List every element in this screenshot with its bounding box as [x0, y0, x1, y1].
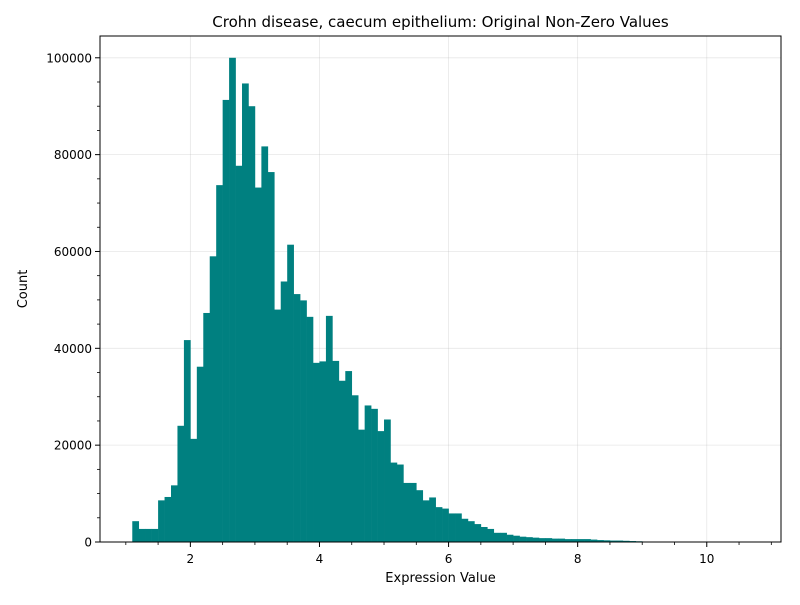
y-tick-label: 100000: [46, 51, 92, 65]
histogram-bar: [532, 538, 539, 542]
y-axis-label: Count: [16, 270, 31, 309]
histogram-bar: [352, 395, 359, 542]
histogram-bar: [487, 529, 494, 542]
histogram-bar: [216, 185, 223, 542]
histogram-bar: [261, 146, 268, 542]
histogram-bar: [177, 426, 184, 542]
histogram-bar: [429, 497, 436, 542]
histogram-bar: [281, 281, 288, 542]
histogram-bar: [223, 100, 230, 542]
histogram-bar: [403, 483, 410, 542]
histogram-bar: [145, 529, 152, 542]
histogram-bar: [332, 361, 339, 542]
histogram-bar: [416, 490, 423, 542]
histogram-bar: [339, 381, 346, 542]
x-axis-label: Expression Value: [385, 571, 495, 586]
histogram-bar: [455, 513, 462, 542]
histogram-bar: [236, 166, 243, 542]
histogram-bar: [319, 361, 326, 542]
histogram-bar: [274, 310, 281, 542]
x-tick-label: 6: [445, 552, 453, 566]
histogram-bar: [242, 83, 249, 542]
histogram-bar: [255, 188, 262, 542]
histogram-bar: [558, 539, 565, 542]
histogram-bar: [449, 513, 456, 542]
y-tick-label: 0: [84, 536, 92, 550]
histogram-bar: [474, 524, 481, 542]
histogram-bar: [520, 537, 527, 542]
histogram-bar: [197, 367, 204, 542]
histogram-bar: [203, 313, 210, 542]
histogram-bar: [423, 500, 430, 542]
histogram-bar: [229, 58, 236, 542]
histogram-bar: [210, 256, 217, 542]
histogram-bar: [171, 485, 178, 542]
histogram-bar: [139, 529, 146, 542]
histogram-bar: [294, 294, 301, 542]
histogram-bar: [468, 521, 475, 542]
histogram-bar: [507, 535, 514, 542]
histogram-bar: [300, 300, 307, 542]
histogram-bar: [326, 316, 333, 542]
chart-title: Crohn disease, caecum epithelium: Origin…: [212, 13, 669, 31]
histogram-bar: [371, 409, 378, 542]
histogram-bar: [436, 507, 443, 542]
histogram-bar: [410, 483, 417, 542]
y-tick-label: 20000: [54, 439, 92, 453]
histogram-bar: [378, 431, 385, 542]
histogram-bar: [190, 439, 197, 542]
histogram-bar: [248, 106, 255, 542]
x-tick-label: 2: [187, 552, 195, 566]
histogram-bar: [184, 340, 191, 542]
histogram-bar: [268, 172, 275, 542]
histogram-bar: [461, 519, 468, 542]
histogram-bar: [552, 539, 559, 542]
y-tick-label: 40000: [54, 342, 92, 356]
histogram-bar: [494, 533, 501, 542]
histogram-bar: [481, 527, 488, 542]
histogram-bar: [132, 521, 139, 542]
x-tick-label: 4: [316, 552, 324, 566]
histogram-bar: [526, 537, 533, 542]
histogram-bar: [365, 405, 372, 542]
histogram-bar: [158, 500, 165, 542]
histogram-bar: [287, 245, 294, 542]
x-tick-label: 10: [699, 552, 714, 566]
x-tick-label: 8: [574, 552, 582, 566]
histogram-bar: [358, 430, 365, 542]
histogram-bar: [545, 538, 552, 542]
histogram-bar: [152, 529, 159, 542]
histogram-bar: [397, 465, 404, 542]
histogram-bar: [500, 533, 507, 542]
histogram-bar: [513, 536, 520, 542]
y-tick-label: 80000: [54, 148, 92, 162]
histogram-bar: [307, 317, 314, 542]
histogram-bar: [539, 538, 546, 542]
histogram-bar: [384, 419, 391, 542]
histogram-bar: [390, 463, 397, 542]
histogram-bar: [313, 363, 320, 542]
y-tick-label: 60000: [54, 245, 92, 259]
histogram-bar: [442, 509, 449, 542]
histogram-bar: [165, 497, 172, 542]
histogram-bar: [345, 371, 352, 542]
